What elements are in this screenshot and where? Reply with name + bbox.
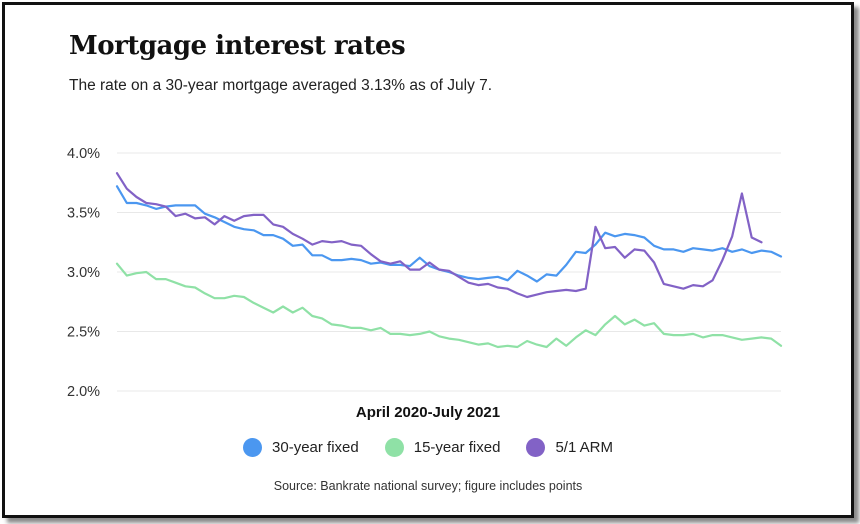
legend-item-arm: 5/1 ARM [526,438,613,457]
series-line-15-year-fixed [115,262,783,349]
y-tick-label: 4.0% [67,146,100,162]
chart-subtitle: The rate on a 30-year mortgage averaged … [69,77,493,94]
chart-title: Mortgage interest rates [69,31,406,61]
legend: 30-year fixed 15-year fixed 5/1 ARM [5,438,851,457]
chart-frame: Mortgage interest rates The rate on a 30… [2,2,854,518]
y-tick-label: 3.5% [67,206,100,222]
y-axis-ticks: 4.0% 3.5% 3.0% 2.5% 2.0% [67,146,100,400]
legend-item-15-year: 15-year fixed [384,438,501,457]
legend-item-30-year: 30-year fixed [243,438,359,457]
y-tick-label: 2.0% [67,384,100,400]
series-line-30-year-fixed [115,185,783,283]
source-note: Source: Bankrate national survey; figure… [273,479,583,493]
y-tick-label: 2.5% [67,325,100,341]
x-axis-label: April 2020-July 2021 [355,404,501,421]
legend-label-30-year: 30-year fixed [272,439,359,456]
legend-swatch-arm [526,438,546,457]
legend-swatch-15-year [384,438,404,457]
gridlines [117,152,781,392]
line-chart: 4.0% 3.5% 3.0% 2.5% 2.0% [67,146,783,400]
series-line-5-1-arm [115,172,763,299]
series-lines [115,172,783,349]
legend-swatch-30-year [243,438,263,457]
y-tick-label: 3.0% [67,265,100,281]
legend-label-arm: 5/1 ARM [555,439,613,456]
legend-label-15-year: 15-year fixed [413,439,501,456]
